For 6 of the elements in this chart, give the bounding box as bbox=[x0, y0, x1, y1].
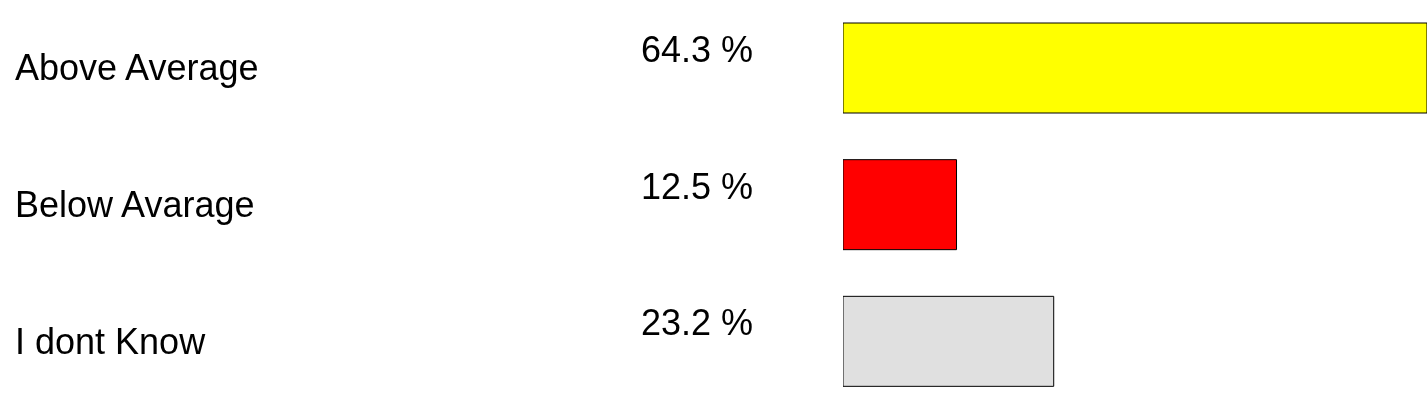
y-tick-label: Above Average bbox=[15, 47, 259, 89]
y-tick-label: I dont Know bbox=[15, 320, 207, 362]
y-tick-label: Below Avarage bbox=[15, 184, 255, 225]
data-label: 23.2 % bbox=[640, 302, 753, 344]
data-label: 12.5 % bbox=[640, 165, 753, 207]
data-label: 64.3 % bbox=[640, 29, 753, 70]
